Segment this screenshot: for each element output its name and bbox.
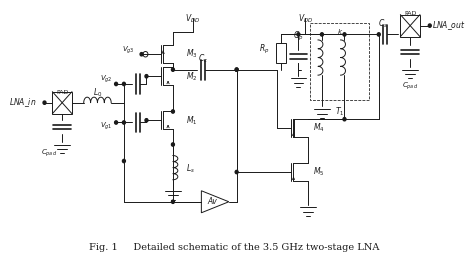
Circle shape xyxy=(172,110,174,113)
Text: $C_s$: $C_s$ xyxy=(378,17,388,30)
Circle shape xyxy=(145,74,148,78)
Text: $V_{g2}$: $V_{g2}$ xyxy=(100,74,112,85)
Text: $C_{pad}$: $C_{pad}$ xyxy=(41,147,57,159)
Circle shape xyxy=(235,68,238,71)
Circle shape xyxy=(122,159,126,163)
Bar xyxy=(52,92,72,114)
Text: PAD: PAD xyxy=(56,90,68,95)
Circle shape xyxy=(343,33,346,36)
Text: PAD: PAD xyxy=(404,11,416,16)
Text: Av: Av xyxy=(207,197,217,206)
Text: $M_2$: $M_2$ xyxy=(186,70,197,82)
Circle shape xyxy=(297,33,300,36)
Text: $M_1$: $M_1$ xyxy=(186,114,197,126)
Circle shape xyxy=(115,121,118,124)
Circle shape xyxy=(122,121,126,124)
Circle shape xyxy=(115,82,118,86)
Text: $M_5$: $M_5$ xyxy=(313,166,325,178)
Circle shape xyxy=(428,24,431,27)
Circle shape xyxy=(140,52,143,56)
Text: $M_4$: $M_4$ xyxy=(313,122,325,134)
Text: $R_p$: $R_p$ xyxy=(258,43,269,56)
Circle shape xyxy=(377,33,380,36)
Circle shape xyxy=(235,68,238,71)
Text: $T_1$: $T_1$ xyxy=(335,106,344,119)
Circle shape xyxy=(343,118,346,121)
Text: $C_p$: $C_p$ xyxy=(293,30,304,43)
Bar xyxy=(401,15,420,37)
Bar xyxy=(276,43,286,63)
Text: $V_{g3}$: $V_{g3}$ xyxy=(122,44,135,56)
Text: $L_0$: $L_0$ xyxy=(93,87,102,99)
Circle shape xyxy=(172,200,174,204)
Circle shape xyxy=(320,33,323,36)
Text: $V_{DD}$: $V_{DD}$ xyxy=(185,12,200,25)
Text: $LNA\_out$: $LNA\_out$ xyxy=(432,19,465,32)
Circle shape xyxy=(235,170,238,174)
Circle shape xyxy=(43,101,46,104)
Text: $L_s$: $L_s$ xyxy=(186,163,195,175)
Text: $LNA\_in$: $LNA\_in$ xyxy=(9,96,36,109)
Text: $C_c$: $C_c$ xyxy=(198,52,209,65)
Circle shape xyxy=(172,68,174,71)
Circle shape xyxy=(122,82,126,86)
Circle shape xyxy=(145,119,148,122)
Text: $V_{DD}$: $V_{DD}$ xyxy=(298,12,313,25)
Text: $M_3$: $M_3$ xyxy=(186,48,197,60)
Circle shape xyxy=(172,143,174,146)
Bar xyxy=(310,23,369,100)
Text: k: k xyxy=(337,29,342,35)
Text: $V_{g1}$: $V_{g1}$ xyxy=(100,120,112,132)
Text: Fig. 1     Detailed schematic of the 3.5 GHz two-stage LNA: Fig. 1 Detailed schematic of the 3.5 GHz… xyxy=(89,243,379,252)
Text: $C_{pad}$: $C_{pad}$ xyxy=(402,81,418,92)
